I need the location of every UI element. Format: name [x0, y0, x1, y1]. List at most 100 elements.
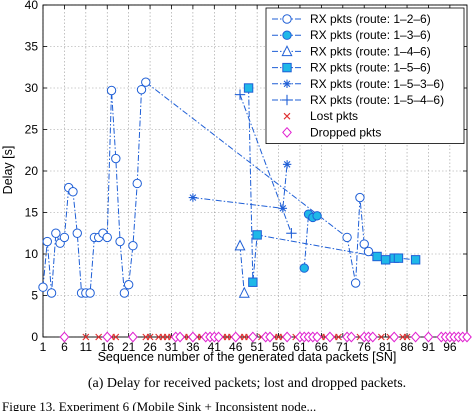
x-tick-label: 61 [293, 340, 307, 354]
x-stroke [377, 333, 385, 341]
data-point-s7 [346, 331, 357, 343]
legend-label: RX pkts (route: 1–5–4–6) [310, 93, 444, 107]
legend-marker [281, 94, 293, 106]
axes: 1 6 11 16 21 26 31 36 41 46 51 56 61 66 71 76 81 86 91 9605… [25, 0, 468, 354]
data-point-s2 [234, 239, 246, 251]
series-markers [38, 77, 472, 343]
data-point-s6 [403, 333, 411, 341]
data-point-s6 [95, 333, 103, 341]
data-point-s0 [85, 288, 95, 298]
data-point-s1 [299, 263, 309, 273]
y-tick-label: 20 [25, 164, 39, 178]
data-point-s0 [102, 232, 112, 243]
data-point-s7 [462, 331, 472, 343]
data-point-s0 [59, 232, 70, 243]
data-point-s5 [234, 89, 246, 100]
x-stroke [335, 333, 342, 341]
x-tick-label: 86 [400, 340, 414, 354]
y-tick-label: 35 [25, 40, 39, 54]
data-point-s7 [389, 331, 400, 343]
y-tick-label: 15 [25, 206, 39, 220]
data-point-s6 [377, 333, 385, 341]
y-tick-label: 25 [25, 123, 39, 137]
star-stroke [189, 194, 197, 201]
data-point-s7 [175, 331, 185, 343]
data-point-s7 [410, 331, 421, 343]
data-point-s7 [325, 331, 335, 343]
x-tick-label: 66 [315, 340, 329, 354]
x-tick-label: 56 [272, 340, 286, 354]
data-point-s0 [42, 236, 52, 247]
x-tick-label: 81 [379, 340, 393, 354]
data-point-s0 [136, 84, 147, 95]
legend-marker [283, 112, 291, 120]
x-tick-label: 76 [358, 340, 372, 354]
x-tick-label: 36 [186, 340, 200, 354]
y-tick-label: 40 [25, 0, 39, 12]
data-point-s0 [355, 192, 365, 203]
x-stroke [283, 112, 291, 120]
data-point-s4 [278, 204, 288, 213]
data-point-s3 [248, 277, 258, 287]
data-point-s6 [112, 333, 120, 341]
legend-marker [281, 45, 293, 57]
data-point-s0 [363, 246, 374, 257]
x-tick-label: 71 [336, 340, 350, 354]
star-stroke [279, 205, 287, 212]
data-point-s7 [59, 331, 70, 343]
x-axis-title: Sequence number of the generated data pa… [98, 350, 397, 364]
x-stroke [112, 333, 120, 341]
legend-label: Lost pkts [310, 109, 358, 123]
x-tick-label: 1 [40, 340, 47, 354]
data-point-s3 [410, 255, 421, 265]
data-point-s3 [252, 230, 262, 240]
series-line-2 [239, 245, 245, 294]
next-caption-partial: Figure 13. Experiment 6 (Mobile Sink + I… [2, 399, 316, 411]
legend-label: RX pkts (route: 1–5–6) [310, 61, 431, 75]
x-stroke [95, 333, 103, 341]
x-tick-label: 51 [250, 340, 264, 354]
data-point-s0 [141, 77, 151, 87]
data-point-s4 [282, 160, 292, 169]
legend-box [265, 7, 465, 145]
legend-marker [282, 79, 292, 88]
x-tick-label: 31 [165, 340, 179, 354]
legend-marker [282, 14, 292, 24]
y-tick-label: 5 [31, 289, 38, 303]
y-tick-label: 30 [25, 81, 39, 95]
data-point-s0 [111, 153, 121, 164]
data-point-s7 [213, 331, 224, 343]
x-stroke [146, 333, 154, 341]
legend-label: RX pkts (route: 1–3–6) [310, 28, 431, 42]
data-point-s0 [119, 288, 130, 298]
x-tick-label: 21 [122, 340, 136, 354]
y-axis-title: Delay [s] [1, 146, 15, 195]
data-point-s6 [335, 333, 342, 341]
data-point-s3 [393, 253, 404, 263]
x-stroke [403, 333, 411, 341]
legend-label: RX pkts (route: 1–2–6) [310, 12, 431, 26]
data-point-s7 [247, 331, 258, 343]
data-point-s7 [423, 331, 434, 343]
data-point-s1 [312, 211, 322, 221]
figure-caption: (a) Delay for received packets; lost and… [88, 376, 406, 391]
legend-marker [282, 126, 292, 138]
data-point-s3 [372, 251, 382, 262]
x-tick-label: 26 [143, 340, 157, 354]
data-point-s0 [72, 228, 82, 238]
legend-marker [282, 30, 292, 40]
data-point-s2 [238, 286, 250, 298]
data-point-s4 [188, 193, 198, 202]
data-point-s6 [82, 333, 90, 341]
data-point-s0 [359, 239, 369, 249]
data-point-s0 [106, 85, 117, 96]
data-point-s0 [68, 187, 78, 197]
data-point-s0 [115, 236, 125, 247]
data-point-s0 [342, 232, 352, 243]
data-point-s0 [38, 282, 48, 292]
star-stroke [283, 161, 291, 168]
data-point-s5 [286, 228, 297, 239]
data-point-s0 [128, 241, 138, 251]
x-tick-label: 41 [208, 340, 222, 354]
